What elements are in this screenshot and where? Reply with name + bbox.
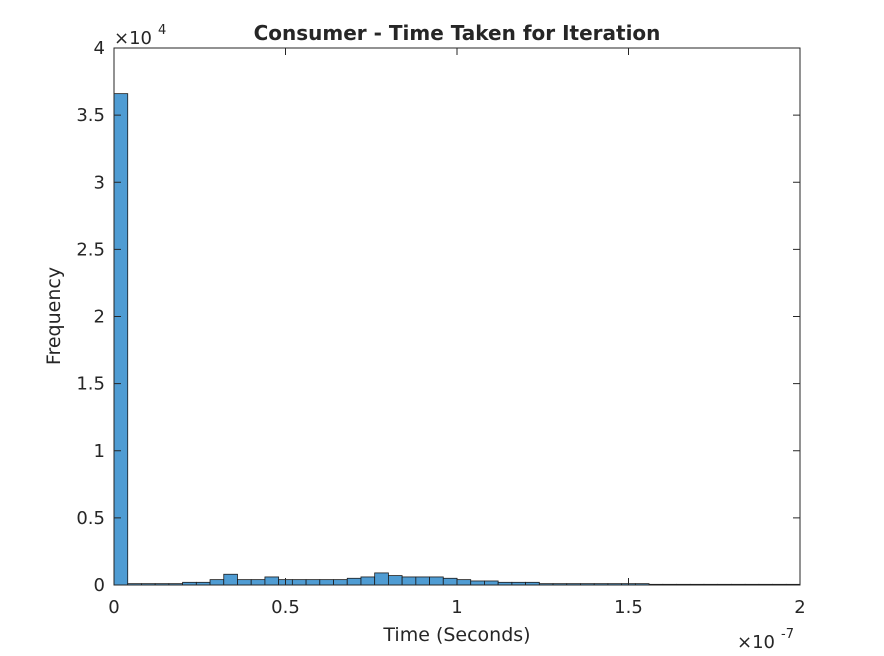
- histogram-bar: [319, 579, 334, 586]
- y-tick-label: 3.5: [76, 105, 105, 126]
- y-exponent-label: ×10 4: [114, 23, 166, 49]
- y-tick-label: 2: [94, 307, 105, 328]
- histogram-bar: [470, 580, 485, 586]
- histogram-bar: [387, 575, 403, 586]
- y-tick-label: 1.5: [76, 374, 105, 395]
- x-tick-label: 1.5: [614, 597, 643, 618]
- histogram-bar: [401, 576, 417, 586]
- chart-title: Consumer - Time Taken for Iteration: [254, 21, 661, 45]
- histogram-bar: [305, 579, 321, 586]
- svg-text:×10: ×10: [737, 632, 775, 653]
- x-axis-title: Time (Seconds): [382, 624, 530, 646]
- y-tick-label: 0: [94, 575, 105, 596]
- histogram-bar: [333, 579, 348, 586]
- histogram-bar: [346, 577, 362, 586]
- x-tick-label: 0.5: [271, 597, 300, 618]
- histogram-bar: [360, 576, 376, 586]
- histogram-bar: [250, 579, 266, 586]
- y-tick-label: 2.5: [76, 239, 105, 260]
- y-tick-label: 1: [94, 441, 105, 462]
- y-axis-title: Frequency: [43, 267, 65, 365]
- histogram-bar: [456, 579, 472, 586]
- x-tick-label: 2: [794, 597, 805, 618]
- histogram-bar: [264, 576, 280, 586]
- x-tick-label: 1: [451, 597, 462, 618]
- histogram-bar: [484, 580, 499, 586]
- x-tick-label: 0: [108, 597, 119, 618]
- histogram-bar: [237, 579, 252, 586]
- histogram-bar: [223, 573, 238, 586]
- svg-text:4: 4: [158, 23, 166, 38]
- y-tick-label: 3: [94, 172, 105, 193]
- y-tick-label: 4: [94, 38, 105, 59]
- y-axis-ticks: 0 0.5 1 1.5 2 2.5 3 3.5 4: [76, 38, 800, 596]
- histogram-bar: [415, 576, 430, 586]
- plot-background: [114, 48, 800, 585]
- svg-text:×10: ×10: [114, 28, 152, 49]
- histogram-bar: [209, 579, 225, 586]
- x-axis-ticks: 0 0.5 1 1.5 2: [108, 48, 806, 618]
- histogram-bar: [442, 577, 458, 586]
- x-exponent-label: ×10 -7: [737, 627, 794, 653]
- svg-text:-7: -7: [781, 627, 794, 642]
- histogram-bar: [113, 93, 129, 586]
- y-tick-label: 0.5: [76, 508, 105, 529]
- histogram-bar: [374, 572, 389, 586]
- histogram-bar: [429, 576, 444, 586]
- histogram-bar: [291, 579, 307, 586]
